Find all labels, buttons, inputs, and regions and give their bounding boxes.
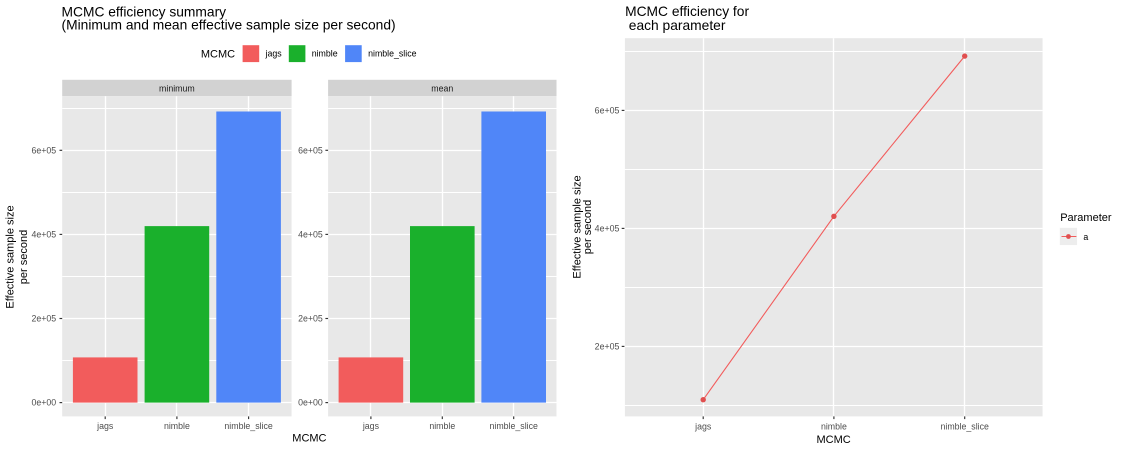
- svg-text:Effective sample size: Effective sample size: [571, 175, 583, 278]
- svg-text:6e+05: 6e+05: [298, 145, 323, 155]
- svg-text:4e+05: 4e+05: [298, 230, 323, 240]
- svg-text:jags: jags: [362, 421, 380, 431]
- svg-text:Parameter: Parameter: [1060, 212, 1112, 224]
- svg-text:MCMC efficiency summary: MCMC efficiency summary: [62, 4, 227, 19]
- svg-text:each parameter: each parameter: [629, 18, 726, 33]
- svg-text:nimble_slice: nimble_slice: [368, 49, 417, 59]
- svg-text:nimble_slice: nimble_slice: [489, 421, 538, 431]
- svg-text:2e+05: 2e+05: [31, 314, 56, 324]
- svg-text:MCMC: MCMC: [816, 434, 850, 446]
- svg-text:6e+05: 6e+05: [31, 145, 56, 155]
- svg-text:0e+00: 0e+00: [298, 398, 323, 408]
- svg-text:nimble: nimble: [821, 422, 847, 432]
- svg-text:per second: per second: [582, 200, 594, 254]
- svg-text:Effective sample size: Effective sample size: [5, 205, 17, 308]
- svg-text:nimble_slice: nimble_slice: [224, 421, 273, 431]
- svg-text:MCMC: MCMC: [292, 433, 326, 445]
- svg-text:4e+05: 4e+05: [31, 230, 56, 240]
- svg-text:mean: mean: [431, 83, 453, 93]
- svg-text:2e+05: 2e+05: [595, 342, 620, 352]
- svg-text:2e+05: 2e+05: [298, 314, 323, 324]
- svg-text:0e+00: 0e+00: [31, 398, 56, 408]
- svg-text:MCMC: MCMC: [201, 48, 235, 60]
- svg-text:jags: jags: [96, 421, 114, 431]
- svg-text:MCMC efficiency for: MCMC efficiency for: [625, 4, 749, 19]
- svg-text:a: a: [1083, 232, 1088, 242]
- svg-text:minimum: minimum: [159, 83, 195, 93]
- svg-text:per second: per second: [18, 230, 30, 284]
- svg-text:(Minimum and mean effective sa: (Minimum and mean effective sample size …: [62, 18, 396, 33]
- svg-text:nimble: nimble: [429, 421, 455, 431]
- svg-text:jags: jags: [265, 49, 283, 59]
- svg-text:4e+05: 4e+05: [595, 224, 620, 234]
- svg-text:nimble_slice: nimble_slice: [940, 422, 989, 432]
- svg-text:nimble: nimble: [164, 421, 190, 431]
- svg-text:6e+05: 6e+05: [595, 106, 620, 116]
- svg-text:jags: jags: [694, 422, 712, 432]
- svg-text:nimble: nimble: [312, 49, 338, 59]
